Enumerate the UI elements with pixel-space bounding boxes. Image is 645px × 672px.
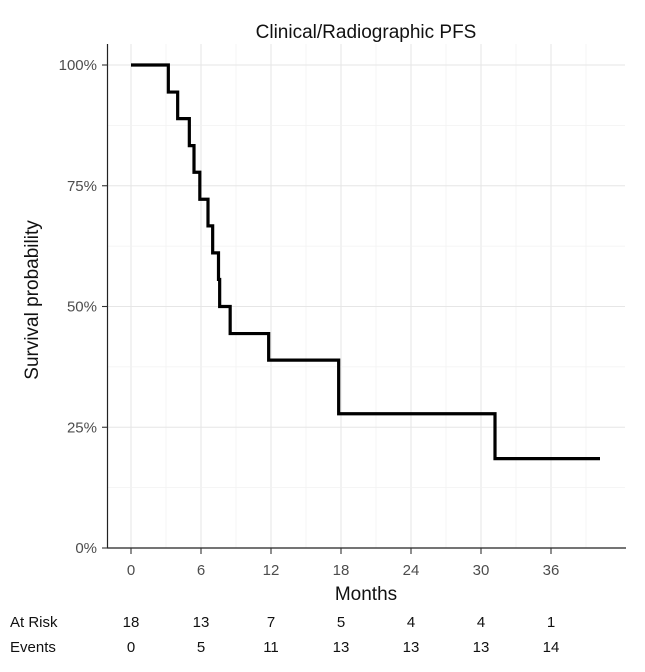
risk-cell: 11 — [263, 639, 279, 656]
grid — [108, 44, 625, 549]
x-tick-label: 12 — [263, 562, 280, 579]
risk-row-label: Events — [10, 639, 56, 656]
risk-cell: 13 — [333, 639, 350, 656]
x-axis-label: Months — [335, 584, 397, 605]
risk-cell: 5 — [337, 614, 345, 631]
risk-cell: 13 — [473, 639, 490, 656]
risk-table: At Risk 18 13 7 5 4 4 1 Events 0 5 11 13 13 13 14 — [10, 614, 559, 656]
y-tick-label: 100% — [59, 57, 97, 74]
risk-cell: 5 — [197, 639, 205, 656]
x-tick-label: 18 — [333, 562, 350, 579]
y-tick-label: 25% — [67, 419, 97, 436]
y-axis-label: Survival probability — [22, 220, 43, 380]
x-tick-label: 30 — [473, 562, 490, 579]
x-tick-label: 36 — [543, 562, 560, 579]
risk-cell: 7 — [267, 614, 275, 631]
risk-cell: 0 — [127, 639, 135, 656]
x-ticks: 0 6 12 18 24 30 36 — [127, 548, 560, 579]
y-tick-label: 50% — [67, 299, 97, 316]
x-tick-label: 6 — [197, 562, 205, 579]
chart-title: Clinical/Radiographic PFS — [256, 22, 477, 43]
risk-row-label: At Risk — [10, 614, 58, 631]
y-tick-label: 75% — [67, 178, 97, 195]
series-layer — [131, 63, 600, 461]
risk-cell: 13 — [193, 614, 210, 631]
y-ticks: 0% 25% 50% 75% 100% — [59, 57, 108, 557]
y-tick-label: 0% — [75, 540, 97, 557]
x-tick-label: 0 — [127, 562, 135, 579]
survival-curve — [131, 63, 600, 461]
risk-cell: 13 — [403, 639, 420, 656]
x-tick-label: 24 — [403, 562, 420, 579]
risk-cell: 4 — [477, 614, 485, 631]
risk-cell: 4 — [407, 614, 415, 631]
risk-cell: 18 — [123, 614, 140, 631]
risk-cell: 1 — [547, 614, 555, 631]
risk-cell: 14 — [543, 639, 560, 656]
